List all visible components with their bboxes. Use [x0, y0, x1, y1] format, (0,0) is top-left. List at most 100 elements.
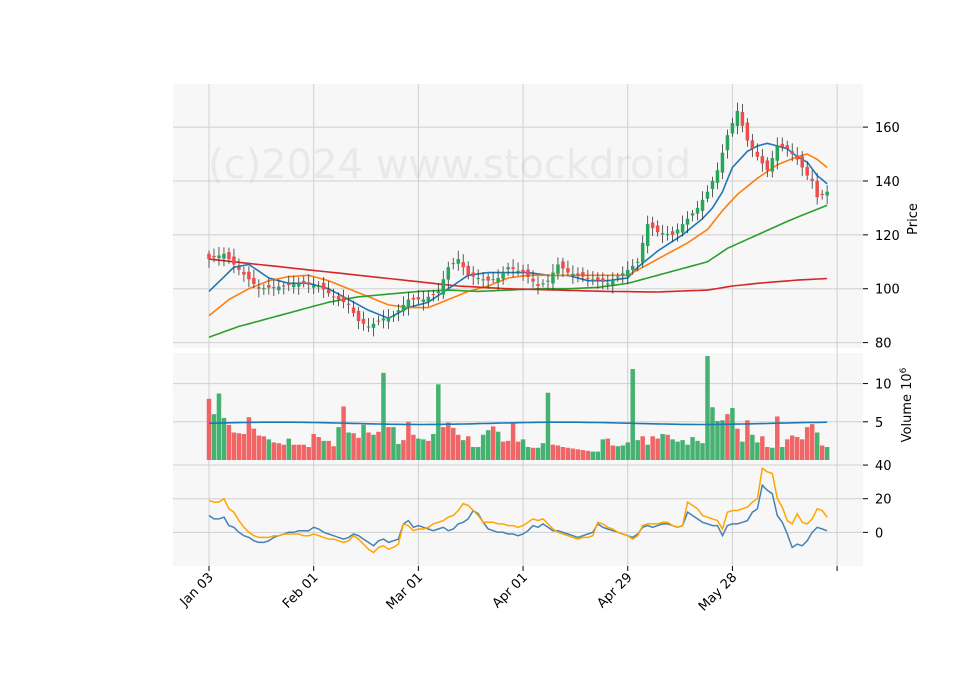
candle-body	[222, 253, 226, 259]
volume-bar	[720, 420, 725, 460]
volume-y-tick-label: 5	[875, 416, 883, 431]
oscillator-y-tick-label: 40	[875, 459, 892, 474]
candle-body	[616, 276, 620, 278]
volume-bar	[660, 434, 665, 460]
candle-body	[486, 276, 490, 281]
candle-body	[541, 283, 545, 285]
volume-bar	[431, 434, 436, 460]
volume-bar	[570, 448, 576, 460]
x-tick-label: Feb 01	[280, 570, 322, 612]
volume-bar	[351, 433, 356, 460]
volume-bar	[595, 451, 601, 460]
candle-body	[551, 272, 555, 284]
volume-bar	[560, 447, 566, 460]
volume-bar	[246, 417, 252, 460]
candle-body	[630, 265, 635, 270]
candle-body	[795, 155, 799, 160]
candle-body	[735, 110, 740, 126]
candle-body	[356, 310, 361, 322]
candle-body	[770, 158, 775, 172]
volume-bar	[640, 436, 645, 460]
volume-bar	[535, 447, 541, 460]
volume-bar	[520, 439, 526, 460]
candle-body	[491, 279, 495, 281]
candle-body	[601, 278, 605, 282]
price-axis-label: Price	[906, 203, 921, 235]
candle-body	[645, 224, 650, 246]
volume-bar	[625, 442, 630, 460]
candle-body	[596, 277, 600, 281]
volume-bar	[426, 440, 431, 460]
volume-bar	[311, 434, 316, 460]
volume-bar	[386, 427, 391, 460]
candle-body	[391, 315, 396, 317]
volume-bar	[610, 445, 616, 460]
candle-body	[466, 265, 470, 276]
candle-body	[217, 255, 221, 259]
volume-bar	[306, 447, 311, 460]
volume-bar	[316, 437, 321, 460]
candle-body	[561, 261, 565, 269]
volume-bar	[515, 441, 521, 460]
candle-body	[451, 263, 456, 265]
moving-average-line	[208, 153, 828, 317]
volume-bar	[301, 444, 306, 460]
volume-y-tick-label: 10	[875, 378, 892, 393]
volume-bar	[366, 432, 371, 460]
volume-bar	[824, 447, 830, 460]
candle-body	[680, 224, 685, 233]
price-y-tick-label: 160	[875, 121, 900, 136]
volume-bar	[266, 439, 272, 460]
candle-body	[820, 193, 824, 195]
volume-bar	[241, 434, 247, 460]
candle-body	[740, 111, 745, 126]
candle-body	[411, 297, 416, 300]
volume-axis-label-text: Volume 10	[900, 373, 915, 442]
candle-body	[406, 299, 411, 308]
candle-body	[521, 269, 525, 273]
candle-body	[416, 297, 421, 300]
candle-body	[755, 151, 760, 157]
volume-bar	[226, 424, 232, 460]
candle-body	[700, 199, 705, 212]
candle-body	[775, 145, 780, 161]
candle-body	[675, 229, 680, 234]
volume-bar	[231, 432, 237, 460]
volume-bar	[341, 406, 346, 460]
candle-body	[341, 296, 346, 303]
volume-bar	[590, 451, 596, 460]
volume-bar	[480, 434, 486, 460]
volume-bar	[635, 440, 640, 460]
candle-body	[376, 320, 381, 322]
volume-bar	[770, 447, 775, 460]
candle-body	[366, 326, 371, 328]
grid-layer	[173, 84, 863, 566]
candle-body	[277, 286, 281, 291]
volume-bar	[670, 439, 675, 460]
candle-body	[765, 160, 770, 171]
oscillator-y-tick-label: 20	[875, 493, 892, 508]
oscillator-line	[208, 483, 828, 549]
volume-bar	[750, 434, 755, 460]
volume-bar	[655, 438, 660, 460]
candle-body	[531, 278, 535, 282]
volume-bar	[381, 372, 386, 460]
oscillator-panel-bg	[173, 460, 863, 566]
candle-body	[232, 256, 236, 265]
volume-bar	[745, 420, 750, 460]
volume-bar	[780, 447, 785, 460]
volume-bar	[605, 438, 611, 460]
oscillator-y-tick-label: 0	[875, 526, 883, 541]
candle-body	[316, 286, 321, 288]
candle-body	[591, 279, 595, 281]
volume-bar	[261, 436, 267, 460]
x-tick-label: Mar 01	[384, 570, 427, 613]
candle-body	[725, 135, 730, 151]
volume-bar	[256, 435, 262, 460]
volume-bar	[326, 440, 331, 460]
volume-bar	[645, 444, 650, 460]
candle-body	[606, 283, 610, 285]
candle-body	[815, 180, 819, 198]
volume-bar	[705, 356, 710, 460]
